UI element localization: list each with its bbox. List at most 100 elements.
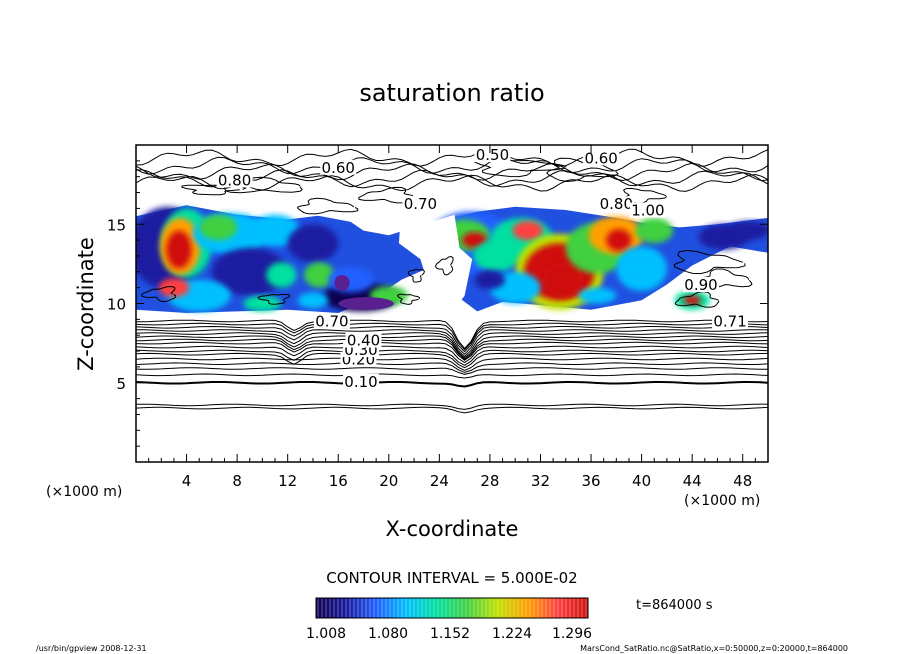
contour-label: 0.90 [684, 276, 717, 294]
contour-labels: 0.100.200.300.400.70 0.710.800.600.50 0.60… [216, 146, 749, 391]
contour-label-bg [320, 159, 357, 175]
y-tick-label: 10 [107, 296, 126, 314]
x-tick-label: 36 [581, 472, 600, 490]
contour-line [136, 352, 768, 369]
contour-loop [673, 249, 746, 275]
field-blob [474, 270, 506, 290]
contour-line [136, 373, 768, 379]
contour-loop [674, 291, 720, 308]
contour-loop [474, 158, 567, 178]
contour-line [136, 319, 768, 350]
contour-loop [396, 293, 420, 305]
contour-interval-label: CONTOUR INTERVAL = 5.000E-02 [326, 569, 577, 587]
contour-loop [622, 187, 668, 204]
field-blob [297, 292, 329, 309]
contour-label-bg [712, 313, 749, 329]
field-blob [166, 230, 192, 269]
y-axis-label: Z-coordinate [74, 237, 98, 371]
colorbar-ticks: 1.008 1.080 1.152 1.224 1.296 [306, 626, 592, 642]
x-tick-label: 16 [329, 472, 348, 490]
field-blob [266, 262, 297, 288]
contour-line [136, 335, 768, 359]
contour-loop [297, 197, 359, 215]
contour-label: 0.80 [218, 171, 251, 189]
contour-line [136, 322, 768, 351]
contour-label: 0.71 [713, 313, 746, 331]
contour-label: 0.70 [315, 313, 348, 331]
x-tick-label: 44 [683, 472, 702, 490]
contour-line [136, 357, 768, 371]
contour-label-bg [583, 150, 620, 166]
x-tick-label: 12 [278, 472, 297, 490]
field-blob [304, 262, 335, 288]
contour-line [136, 162, 768, 182]
contour-line [136, 381, 768, 388]
x-tick-label: 24 [430, 472, 449, 490]
contour-label-bg [598, 196, 635, 212]
contour-line [136, 338, 768, 360]
contour-label-bg [216, 172, 253, 188]
colorbar-tick-label: 1.152 [430, 626, 470, 642]
field-blob-purple [338, 297, 394, 310]
footer-left: /usr/bin/gpview 2008-12-31 [36, 644, 147, 653]
x-unit-label: (×1000 m) [684, 493, 760, 509]
colorbar-fill [316, 598, 588, 618]
contour-label: 0.60 [322, 159, 355, 177]
contour-line [136, 148, 768, 167]
field-blob [243, 295, 282, 312]
field-blob [683, 295, 702, 306]
x-tick-label: 48 [733, 472, 752, 490]
colorbar-tick-label: 1.080 [368, 626, 408, 642]
contour-label: 0.60 [584, 149, 617, 167]
contour-line [136, 329, 768, 355]
x-tick-label: 4 [182, 472, 192, 490]
field-blob [728, 221, 768, 241]
field-blob [606, 229, 632, 252]
y-unit-label: (×1000 m) [46, 484, 122, 500]
contour-loop [257, 293, 291, 305]
time-label: t=864000 s [636, 598, 713, 613]
contour-label-bg [402, 196, 439, 212]
contour-line [136, 345, 768, 364]
contour-label: 0.40 [347, 332, 380, 350]
colorbar-tick-label: 1.008 [306, 626, 346, 642]
contour-line [136, 403, 768, 410]
contour-label: 0.10 [344, 373, 377, 391]
x-tick-label: 28 [480, 472, 499, 490]
contour-line [136, 325, 768, 353]
contour-line [136, 156, 768, 175]
field-blob [287, 224, 339, 263]
field-gap-top [262, 195, 408, 225]
colorbar-tick-label: 1.224 [492, 626, 532, 642]
field-blob [512, 221, 544, 241]
x-axis: 4 8 12 16 20 24 28 32 36 40 44 48 [148, 145, 756, 490]
field-blob [616, 246, 667, 291]
y-tick-label: 15 [107, 216, 126, 234]
contour-label-bg [313, 313, 350, 329]
colorbar: 1.008 1.080 1.152 1.224 1.296 [306, 597, 592, 642]
contour-label: 0.70 [404, 195, 437, 213]
field-blob [462, 232, 488, 249]
field-blob [211, 248, 288, 296]
contour-label-bg [683, 277, 720, 293]
y-axis: 5 10 15 [107, 160, 768, 447]
x-axis-label: X-coordinate [386, 517, 519, 541]
contour-loop [434, 255, 454, 276]
colorbar-stripes [317, 599, 587, 617]
contour-label-bg [629, 202, 666, 218]
contour-label: 0.80 [600, 195, 633, 213]
field-blob [199, 214, 238, 241]
field-blob [578, 287, 617, 304]
contour-label: 1.00 [631, 202, 664, 220]
contour-label-bg [345, 332, 382, 348]
field-blob [328, 267, 374, 293]
contour-loop [141, 285, 177, 303]
contour-line [136, 406, 768, 414]
chart-title: saturation ratio [359, 79, 544, 107]
x-tick-label: 32 [531, 472, 550, 490]
contour-line [136, 341, 768, 361]
field-blob [543, 262, 584, 298]
contour-lines [136, 148, 768, 414]
contour-label-bg [474, 147, 511, 163]
